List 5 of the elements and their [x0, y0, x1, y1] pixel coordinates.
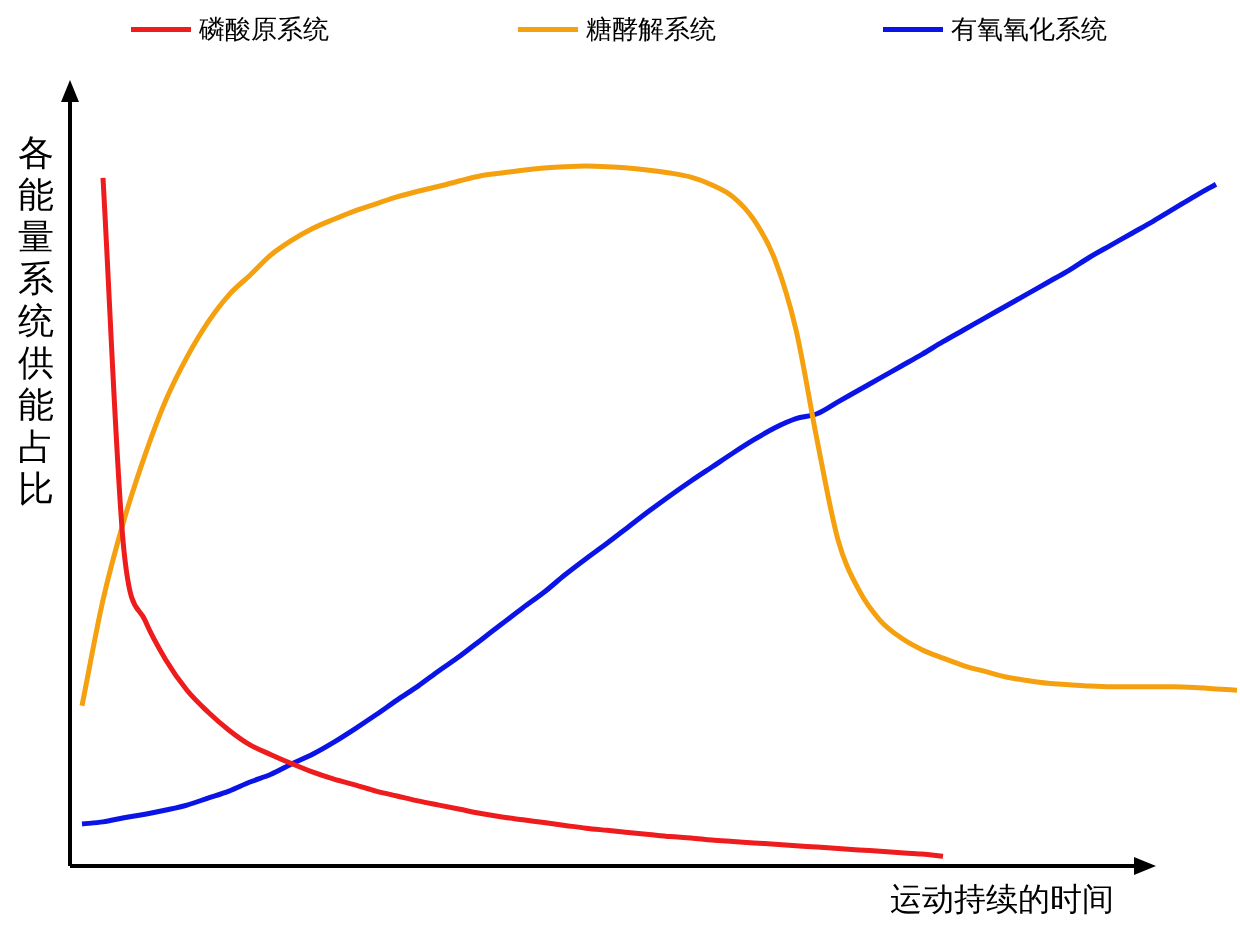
text: 各能量系统供能占比 — [18, 132, 54, 509]
legend-label: 有氧氧化系统 — [951, 13, 1107, 46]
legend-label: 糖酵解系统 — [586, 13, 716, 46]
x-axis-title: 运动持续的时间 — [890, 879, 1114, 920]
legend-label: 磷酸原系统 — [199, 13, 329, 46]
